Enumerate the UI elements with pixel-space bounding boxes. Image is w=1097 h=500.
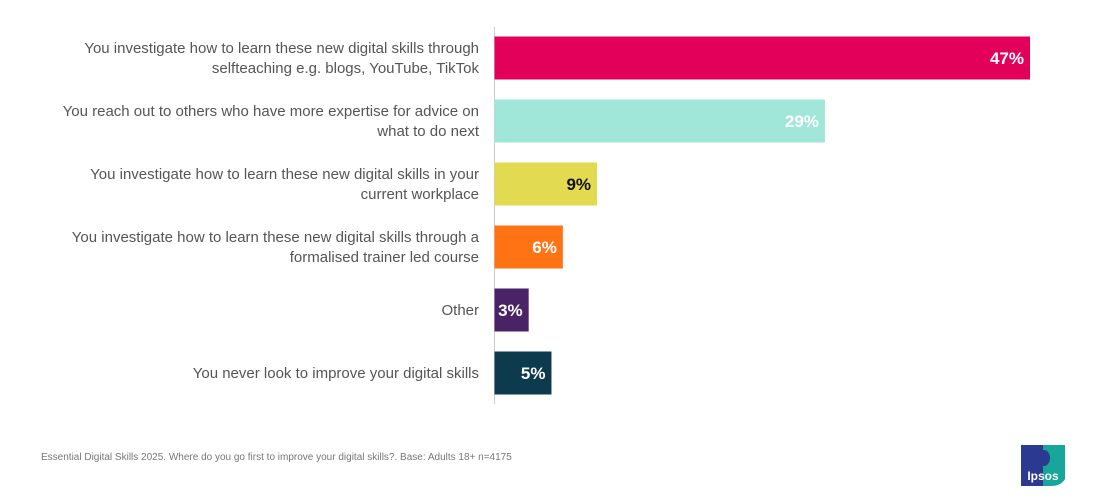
category-label: what to do next (376, 123, 480, 140)
category-label: You investigate how to learn these new d… (84, 40, 479, 57)
category-label: Other (441, 302, 479, 319)
footnote: Essential Digital Skills 2025. Where do … (41, 452, 512, 463)
bar (494, 36, 1030, 80)
data-label: 3% (498, 301, 523, 320)
category-label: current workplace (361, 186, 479, 203)
category-label: formalised trainer led course (290, 249, 479, 266)
data-label: 5% (521, 364, 546, 383)
category-label: You investigate how to learn these new d… (90, 166, 479, 183)
bar (494, 288, 529, 332)
category-label: You reach out to others who have more ex… (63, 103, 479, 120)
category-label: You never look to improve your digital s… (193, 365, 479, 382)
bar (494, 225, 563, 269)
data-label: 47% (990, 49, 1024, 68)
data-label: 29% (785, 112, 819, 131)
data-label: 6% (532, 238, 557, 257)
category-label: selfteaching e.g. blogs, YouTube, TikTok (212, 60, 480, 77)
bar (494, 162, 598, 206)
data-label: 9% (566, 175, 591, 194)
bar (494, 351, 552, 395)
bar-chart: 47% You investigate how to learn these ne… (63, 27, 1030, 404)
ipsos-logo: Ipsos (1021, 445, 1065, 486)
bar (494, 99, 825, 143)
svg-text:Ipsos: Ipsos (1027, 469, 1059, 483)
category-label: You investigate how to learn these new d… (72, 229, 480, 246)
